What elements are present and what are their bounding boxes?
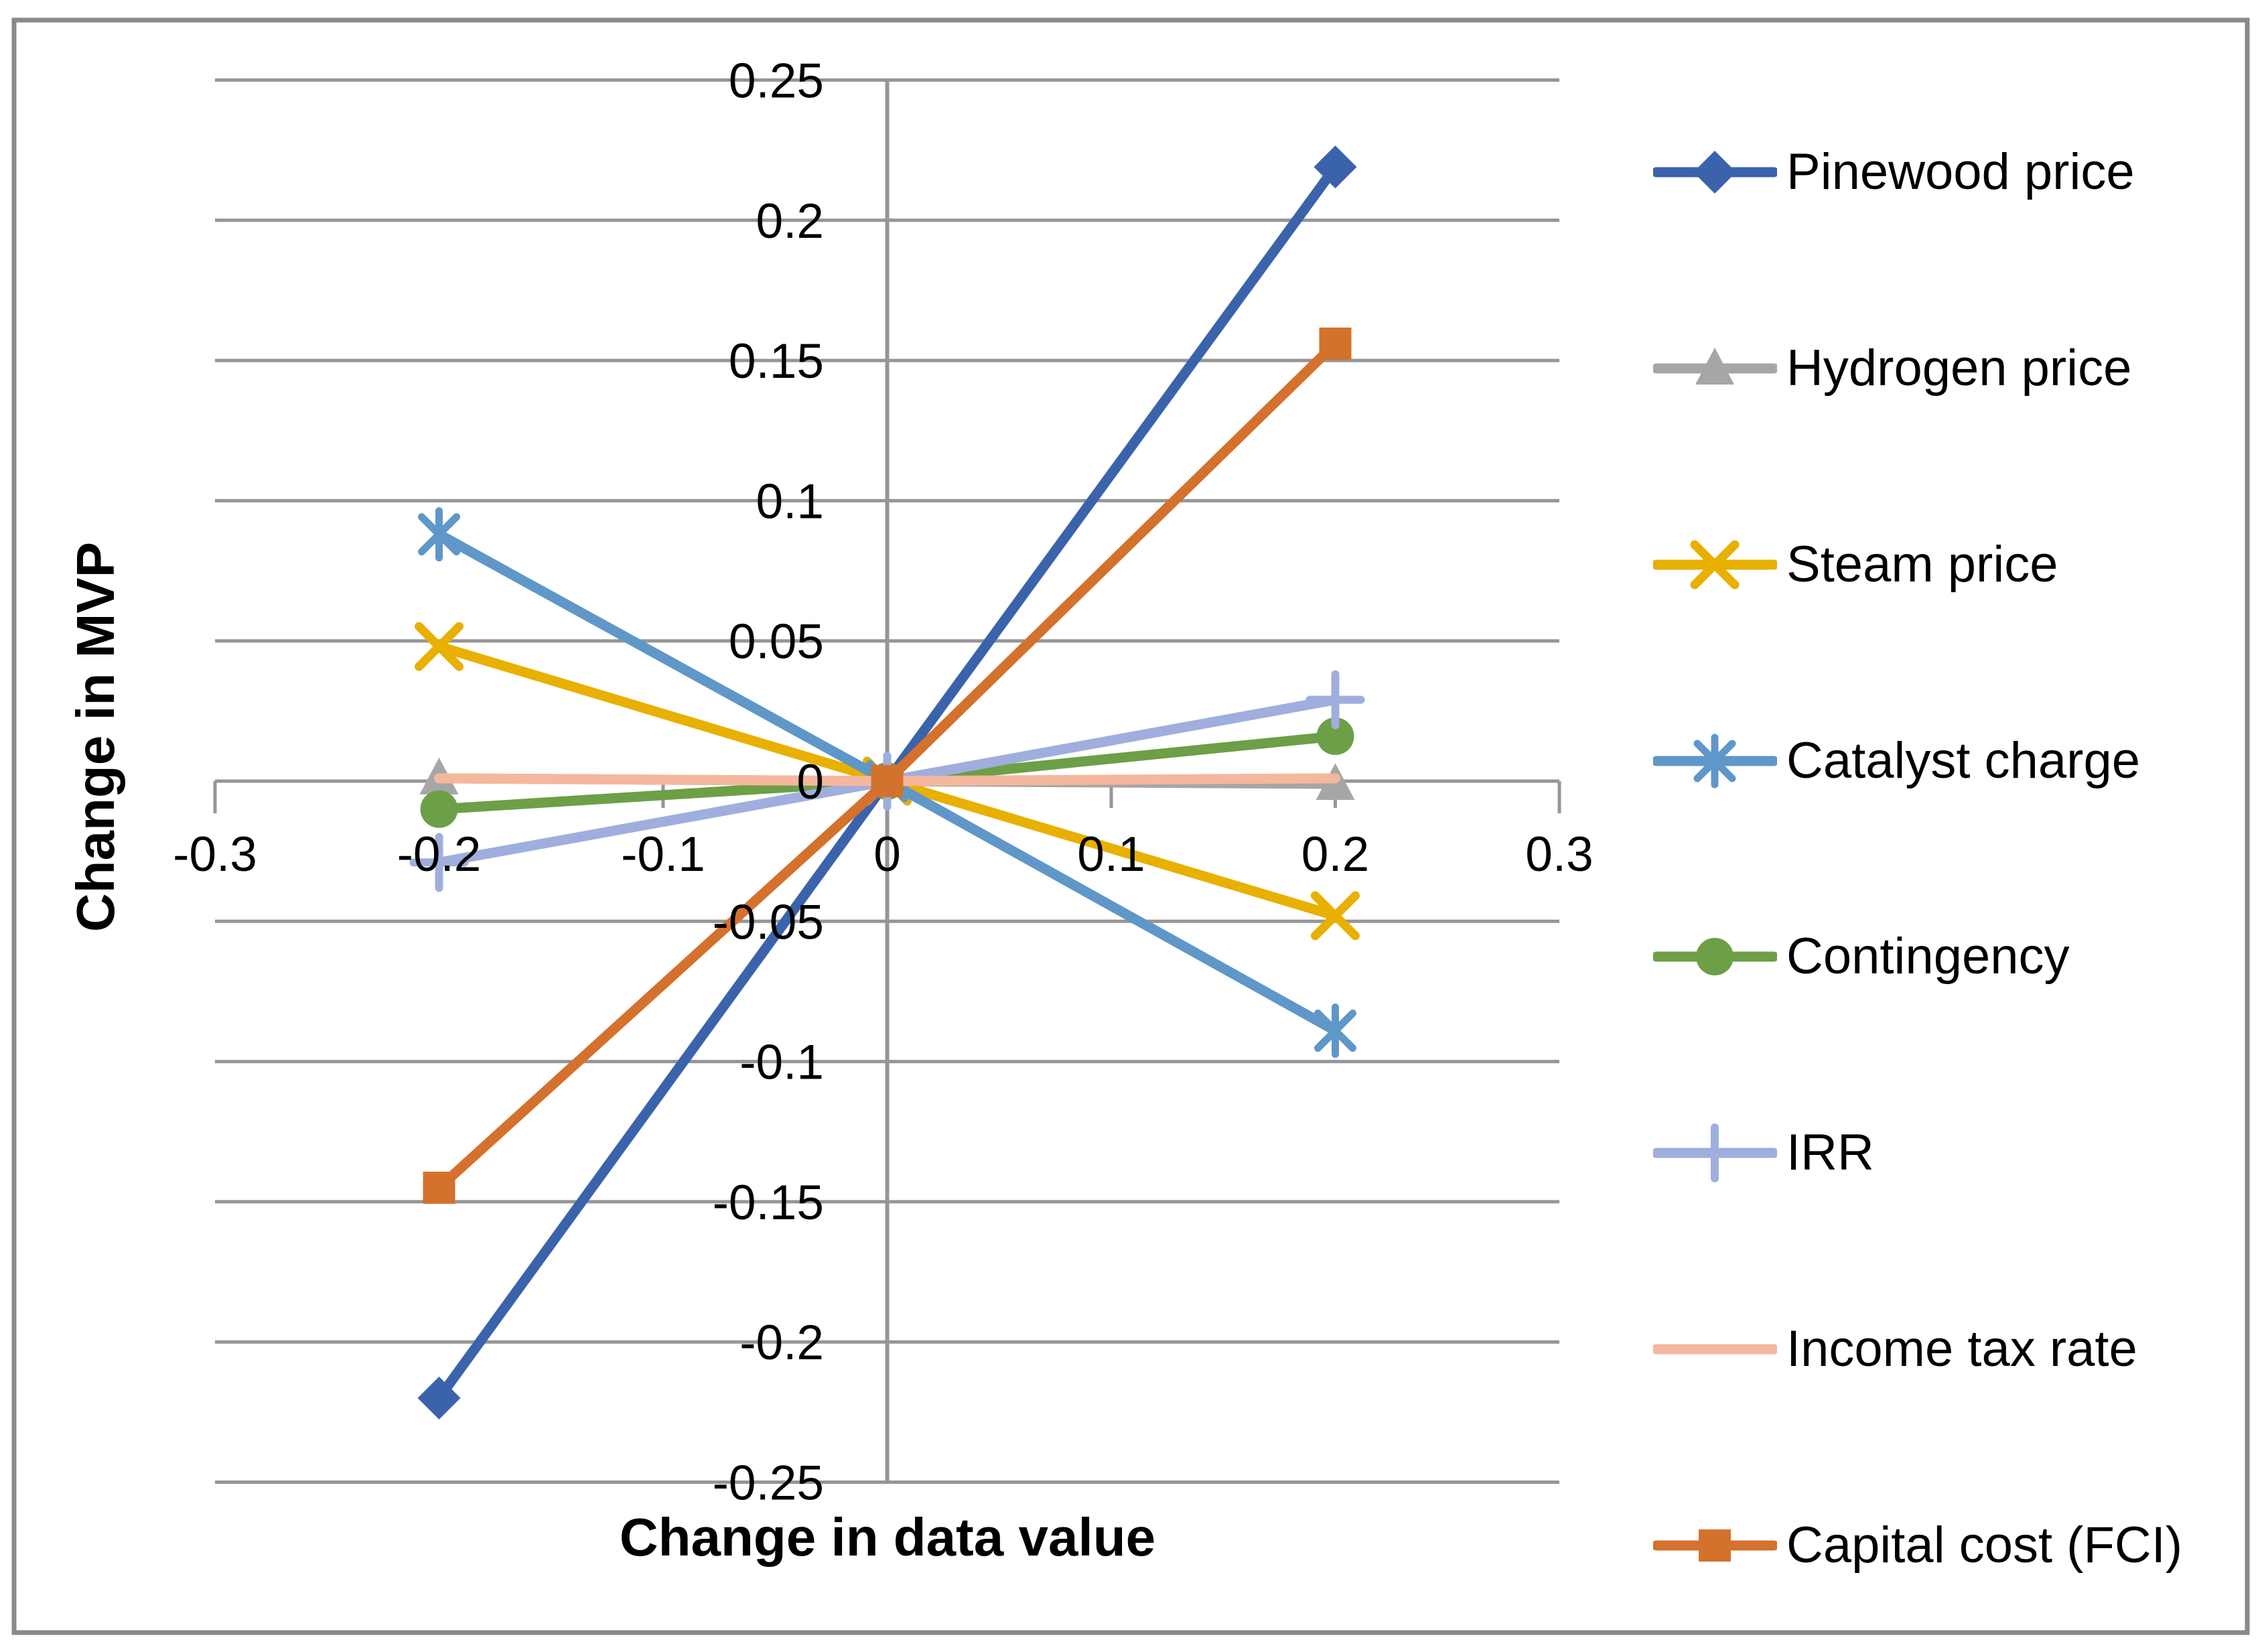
y-axis-tick-labels: 0.25 0.2 0.15 0.1 0.05 0 -0.05 -0.1 -0.15 -0.2 -0.… — [713, 54, 824, 1511]
y-tick-label: -0.1 — [739, 1036, 824, 1090]
marker-asterisk — [418, 507, 460, 562]
marker-asterisk — [1693, 734, 1736, 788]
legend-marker-square-icon — [1653, 1529, 1777, 1562]
x-axis-tick-labels: -0.3 -0.2 -0.1 0 0.1 0.2 0.3 — [173, 827, 1594, 882]
marker-x — [1311, 891, 1360, 941]
marker-x — [415, 622, 464, 671]
y-tick-label: 0.2 — [756, 194, 824, 249]
legend-item-irr: IRR — [1653, 1123, 2243, 1183]
x-tick-label: -0.2 — [397, 827, 482, 882]
legend-item-steam-price: Steam price — [1653, 535, 2243, 595]
x-tick-label: 0 — [873, 827, 901, 882]
marker-circle — [420, 790, 458, 828]
legend-label: Capital cost (FCI) — [1786, 1516, 2183, 1574]
legend-marker-diamond-icon — [1653, 151, 1777, 194]
series-layer — [409, 145, 1365, 1420]
figure-border — [11, 17, 2250, 1635]
x-axis-title: Change in data value — [620, 1507, 1155, 1567]
legend-item-contingency: Contingency — [1653, 926, 2243, 987]
y-tick-label: 0.1 — [756, 474, 824, 529]
y-tick-label: -0.15 — [713, 1176, 824, 1230]
legend-item-hydrogen-price: Hydrogen price — [1653, 338, 2243, 399]
x-tick-label: -0.3 — [173, 827, 257, 882]
chart-legend: Pinewood price Hydrogen price Steam price C… — [1653, 142, 2243, 1576]
legend-marker-asterisk-icon — [1653, 734, 1777, 788]
legend-marker-plus-icon — [1653, 1123, 1777, 1183]
marker-plus — [1685, 1123, 1744, 1183]
y-tick-label: 0.05 — [729, 615, 824, 669]
legend-label: Catalyst charge — [1786, 732, 2141, 789]
y-tick-label: 0 — [796, 755, 824, 809]
y-tick-label: -0.05 — [713, 895, 824, 949]
marker-circle — [1696, 938, 1734, 976]
legend-label: Pinewood price — [1786, 143, 2135, 200]
marker-circle — [1316, 717, 1354, 756]
legend-label: Hydrogen price — [1786, 339, 2132, 397]
marker-square — [1319, 327, 1352, 360]
marker-diamond — [1314, 145, 1357, 189]
marker-square — [1699, 1529, 1731, 1562]
legend-marker-x-icon — [1653, 540, 1777, 590]
x-tick-label: 0.1 — [1077, 827, 1145, 882]
legend-marker-triangle-icon — [1653, 347, 1777, 385]
legend-label: Income tax rate — [1786, 1320, 2137, 1378]
legend-label: IRR — [1786, 1124, 1874, 1182]
legend-label: Steam price — [1786, 535, 2058, 593]
y-axis-title: Change in MVP — [66, 542, 125, 932]
legend-item-capital-cost-fci-: Capital cost (FCI) — [1653, 1515, 2243, 1576]
y-tick-label: -0.25 — [713, 1456, 824, 1511]
x-tick-label: -0.1 — [621, 827, 705, 882]
x-tick-label: 0.3 — [1525, 827, 1593, 882]
marker-square — [871, 765, 904, 797]
marker-diamond — [1693, 151, 1736, 194]
y-tick-label: 0.15 — [729, 334, 824, 389]
y-tick-label: 0.25 — [729, 54, 824, 109]
legend-marker-circle-icon — [1653, 938, 1777, 976]
legend-item-income-tax-rate: Income tax rate — [1653, 1319, 2243, 1379]
marker-triangle — [1695, 347, 1734, 385]
y-tick-label: -0.2 — [739, 1316, 824, 1370]
marker-diamond — [417, 1376, 461, 1420]
legend-label: Contingency — [1786, 928, 2070, 985]
x-tick-label: 0.2 — [1301, 827, 1369, 882]
marker-plus — [1305, 670, 1365, 730]
marker-x — [1690, 540, 1740, 590]
series-capital-cost-fci- — [423, 327, 1352, 1204]
legend-marker-none-icon — [1653, 1344, 1777, 1355]
marker-asterisk — [1314, 1004, 1356, 1058]
marker-square — [423, 1171, 455, 1204]
legend-item-pinewood-price: Pinewood price — [1653, 142, 2243, 202]
marker-plus — [409, 833, 469, 892]
legend-item-catalyst-charge: Catalyst charge — [1653, 731, 2243, 791]
